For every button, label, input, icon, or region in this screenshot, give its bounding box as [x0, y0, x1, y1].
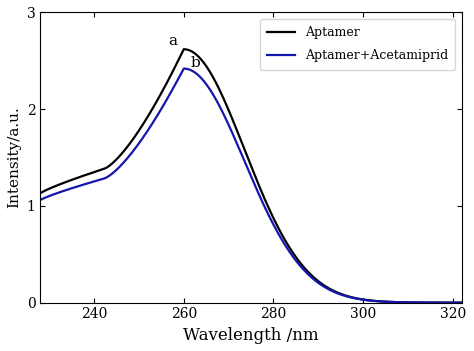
Aptamer+Acetamiprid	[59, 190, 64, 194]
Aptamer+Acetamiprid	[447, 300, 453, 305]
Aptamer+Acetamiprid	[37, 198, 43, 202]
Text: b: b	[191, 55, 200, 69]
Aptamer	[243, 150, 248, 154]
Y-axis label: Intensity/a.u.: Intensity/a.u.	[7, 107, 21, 208]
Aptamer	[459, 300, 465, 305]
Aptamer	[59, 181, 64, 186]
Text: a: a	[168, 34, 177, 48]
Aptamer+Acetamiprid	[243, 161, 248, 165]
Aptamer	[231, 121, 237, 126]
Aptamer+Acetamiprid	[370, 299, 375, 303]
Aptamer	[447, 300, 452, 305]
Aptamer+Acetamiprid	[181, 66, 187, 71]
Line: Aptamer+Acetamiprid: Aptamer+Acetamiprid	[40, 68, 462, 303]
Aptamer+Acetamiprid	[231, 135, 237, 139]
X-axis label: Wavelength /nm: Wavelength /nm	[183, 327, 319, 344]
Line: Aptamer: Aptamer	[40, 49, 462, 303]
Aptamer	[37, 191, 43, 196]
Aptamer	[181, 47, 187, 51]
Legend: Aptamer, Aptamer+Acetamiprid: Aptamer, Aptamer+Acetamiprid	[260, 19, 456, 70]
Aptamer	[370, 299, 375, 303]
Aptamer+Acetamiprid	[459, 300, 465, 305]
Aptamer+Acetamiprid	[447, 300, 452, 305]
Aptamer	[447, 300, 453, 305]
